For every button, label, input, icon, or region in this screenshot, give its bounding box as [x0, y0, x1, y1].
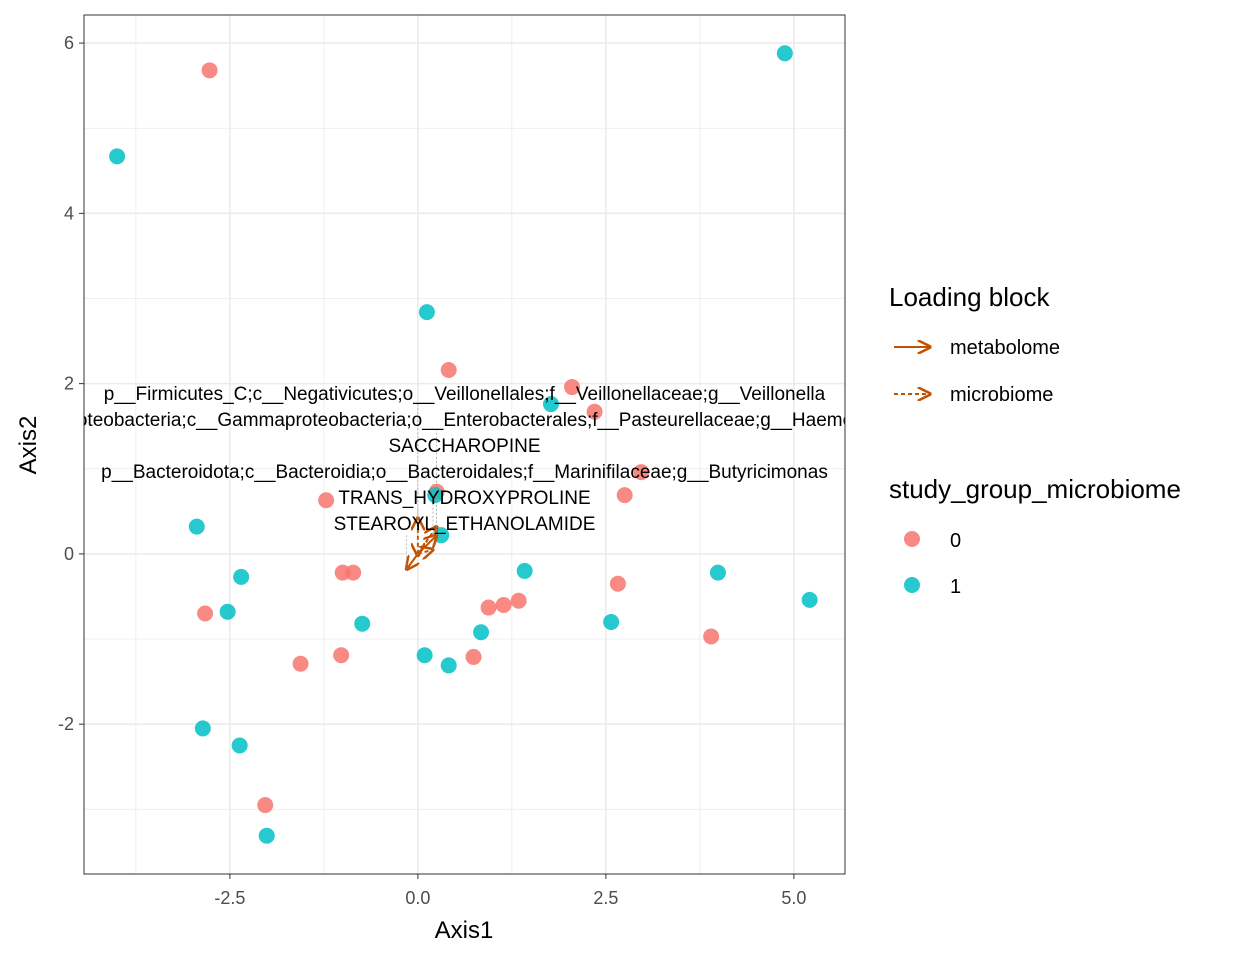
data-point-group-1	[258, 827, 275, 844]
data-point-group-0	[495, 596, 512, 613]
legend-label-metabolome: metabolome	[950, 337, 1060, 359]
plot-border	[83, 14, 846, 875]
y-tick-label: 2	[64, 374, 74, 394]
loading-label: p__Bacteroidota;c__Bacteroidia;o__Bacter…	[101, 462, 828, 483]
legend-title-group: study_group_microbiome	[889, 474, 1181, 504]
legend: Loading block metabolome microbiome stud…	[889, 282, 1181, 598]
y-axis-label: Axis2	[15, 416, 42, 475]
y-tick-label: 0	[64, 544, 74, 564]
data-point-group-0	[510, 592, 527, 609]
data-point-group-1	[440, 657, 457, 674]
loading-label: STEAROYL_ETHANOLAMIDE	[334, 514, 596, 535]
y-tick-label: 6	[64, 33, 74, 53]
data-point-group-0	[609, 575, 626, 592]
data-point-group-0	[318, 492, 335, 509]
data-point-group-1	[776, 45, 793, 62]
x-tick-label: 5.0	[781, 888, 806, 908]
loading-label: p__Proteobacteria;c__Gammaproteobacteria…	[26, 410, 903, 431]
y-tick-label: 4	[64, 203, 74, 223]
data-point-group-0	[333, 647, 350, 664]
data-point-group-0	[564, 379, 581, 396]
data-point-group-0	[201, 62, 218, 79]
data-point-group-0	[292, 655, 309, 672]
legend-label-1: 1	[950, 576, 961, 598]
legend-title-loading: Loading block	[889, 282, 1050, 312]
data-point-group-1	[354, 615, 371, 632]
legend-key-0	[904, 531, 920, 547]
loading-label: SACCHAROPINE	[388, 436, 540, 457]
data-point-group-0	[586, 403, 603, 420]
plot-panel	[84, 15, 845, 874]
x-tick-label: -2.5	[214, 888, 245, 908]
data-point-group-1	[473, 624, 490, 641]
data-point-group-0	[465, 648, 482, 665]
data-point-group-0	[633, 464, 650, 481]
legend-key-1	[904, 577, 920, 593]
data-point-group-1	[231, 737, 248, 754]
data-point-group-1	[109, 148, 126, 165]
data-point-group-0	[257, 797, 274, 814]
data-point-group-1	[801, 591, 818, 608]
data-point-group-0	[616, 487, 633, 504]
data-point-group-1	[416, 647, 433, 664]
x-tick-label: 2.5	[593, 888, 618, 908]
loading-arrow-metabolome	[407, 553, 418, 569]
data-point-group-0	[703, 628, 720, 645]
x-axis-label: Axis1	[435, 917, 494, 944]
data-point-group-0	[345, 564, 362, 581]
legend-label-0: 0	[950, 530, 961, 552]
data-point-group-1	[516, 562, 533, 579]
x-tick-label: 0.0	[405, 888, 430, 908]
data-point-group-1	[188, 518, 205, 535]
data-point-group-1	[219, 603, 236, 620]
data-point-group-1	[427, 487, 444, 504]
data-point-group-1	[603, 614, 620, 631]
data-point-group-1	[709, 564, 726, 581]
data-point-group-1	[233, 568, 250, 585]
data-point-group-0	[197, 605, 214, 622]
loading-label: TRANS_HYDROXYPROLINE	[338, 488, 590, 509]
loading-label: p__Firmicutes_C;c__Negativicutes;o__Veil…	[104, 384, 826, 405]
legend-label-microbiome: microbiome	[950, 384, 1053, 406]
data-point-group-1	[418, 304, 435, 321]
data-point-group-1	[542, 396, 559, 413]
data-point-group-0	[440, 362, 457, 379]
y-tick-label: -2	[58, 714, 74, 734]
data-point-group-0	[480, 599, 497, 616]
data-point-group-1	[194, 720, 211, 737]
